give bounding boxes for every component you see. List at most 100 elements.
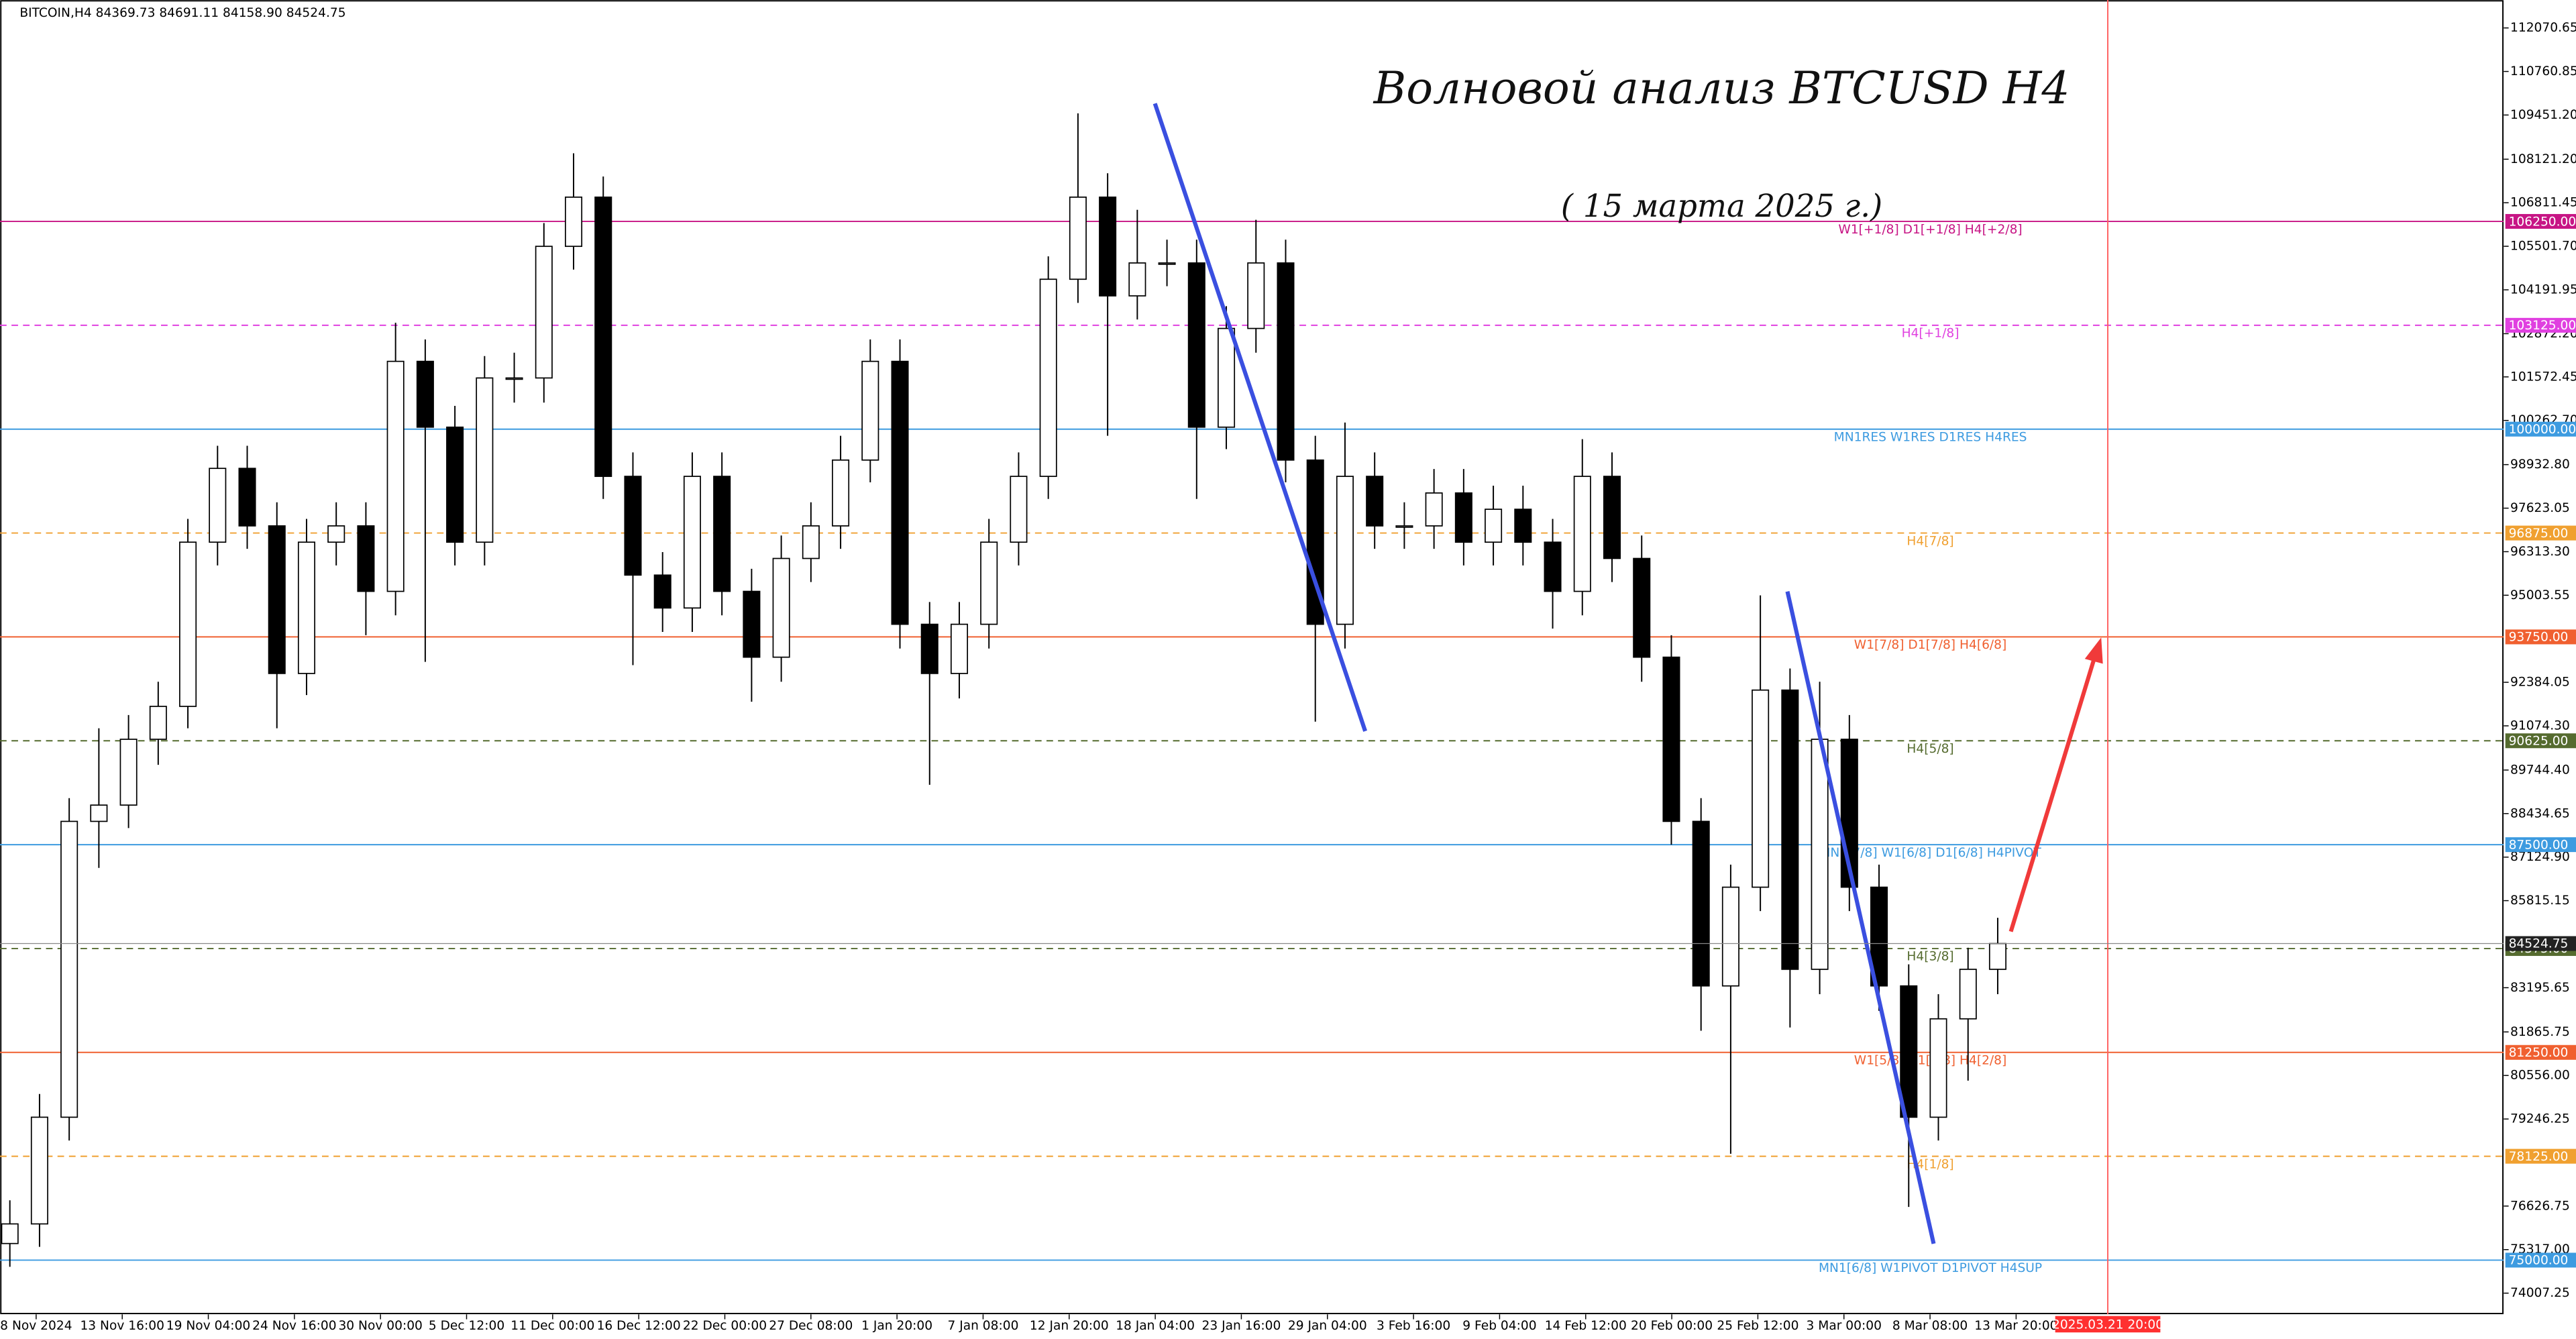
level-price-box bbox=[2505, 525, 2576, 541]
candle-body bbox=[1811, 739, 1829, 970]
chart-title: Волновой анализ BTCUSD H4 bbox=[1373, 62, 2070, 114]
y-tick-label: 109451.20 bbox=[2510, 108, 2576, 122]
x-tick-label: 24 Nov 16:00 bbox=[252, 1319, 336, 1333]
candle-body bbox=[802, 525, 820, 559]
y-tick-label: 108121.20 bbox=[2510, 152, 2576, 166]
candle-body bbox=[1929, 1018, 1947, 1118]
x-tick-label: 13 Nov 16:00 bbox=[80, 1319, 164, 1333]
candle-body bbox=[1187, 262, 1205, 428]
candle-body bbox=[772, 557, 790, 658]
candle-body bbox=[297, 541, 315, 674]
candle-body bbox=[594, 197, 612, 477]
level-price-box bbox=[2505, 837, 2576, 853]
level-price-label: 75000.00 bbox=[2509, 1254, 2569, 1268]
level-price-box bbox=[2505, 317, 2576, 333]
x-tick-label: 9 Feb 04:00 bbox=[1462, 1319, 1536, 1333]
level-label: MN1[7/8] W1[6/8] D1[6/8] H4PIVOT bbox=[1819, 846, 2041, 860]
candle-body bbox=[1158, 262, 1176, 265]
candle-body bbox=[446, 426, 464, 543]
y-tick-label: 76626.75 bbox=[2510, 1199, 2570, 1213]
forecast-arrowhead bbox=[2084, 637, 2103, 664]
x-tick-label: 16 Dec 12:00 bbox=[597, 1319, 681, 1333]
candle-body bbox=[357, 525, 375, 592]
candle-body bbox=[1959, 969, 1977, 1020]
level-label: H4[+1/8] bbox=[1902, 327, 1960, 341]
y-tick-label: 80556.00 bbox=[2510, 1069, 2570, 1083]
level-price-label: 100000.00 bbox=[2509, 423, 2576, 437]
candle-body bbox=[505, 377, 523, 380]
candle-body bbox=[1039, 278, 1057, 477]
x-tick-label: 3 Mar 00:00 bbox=[1807, 1319, 1882, 1333]
candle-body bbox=[386, 360, 405, 592]
x-tick-label: 30 Nov 00:00 bbox=[338, 1319, 422, 1333]
candle-body bbox=[624, 476, 642, 576]
candle-body bbox=[1425, 492, 1443, 527]
candle-body bbox=[920, 623, 938, 674]
level-price-label: 87500.00 bbox=[2509, 838, 2569, 852]
level-price-label: 90625.00 bbox=[2509, 734, 2569, 748]
y-tick-label: 92384.05 bbox=[2510, 676, 2570, 690]
candle-body bbox=[535, 246, 553, 379]
candle-body bbox=[1662, 656, 1680, 822]
candle-body bbox=[476, 377, 494, 543]
y-tick-label: 87124.90 bbox=[2510, 850, 2570, 864]
last-price-label: 84524.75 bbox=[2509, 937, 2569, 951]
candle-body bbox=[209, 468, 227, 543]
level-price-box bbox=[2505, 1252, 2576, 1268]
x-tick-label: 20 Feb 00:00 bbox=[1631, 1319, 1713, 1333]
candle-body bbox=[119, 739, 138, 806]
x-tick-label: 19 Nov 04:00 bbox=[166, 1319, 250, 1333]
candle-body bbox=[1752, 689, 1770, 888]
y-tick-label: 98932.80 bbox=[2510, 458, 2570, 472]
axes: 112070.65 110760.85 109451.20 108121.20 1068… bbox=[0, 21, 2576, 1333]
time-marker-box bbox=[2055, 1316, 2161, 1333]
y-tick-label: 83195.65 bbox=[2510, 981, 2570, 995]
y-tick-label: 106811.45 bbox=[2510, 196, 2576, 210]
level-price-box bbox=[2505, 1045, 2576, 1060]
y-tick-label: 104191.95 bbox=[2510, 283, 2576, 297]
candle-body bbox=[30, 1116, 48, 1225]
candle-body bbox=[1900, 985, 1918, 1118]
level-price-box bbox=[2505, 421, 2576, 437]
plot-frame bbox=[0, 0, 2504, 1315]
candle-body bbox=[891, 360, 909, 625]
x-tick-label: 12 Jan 20:00 bbox=[1030, 1319, 1109, 1333]
candle-body bbox=[743, 590, 761, 658]
x-tick-label: 8 Nov 2024 bbox=[0, 1319, 72, 1333]
level-label: H4[3/8] bbox=[1907, 950, 1953, 964]
y-tick-label: 91074.30 bbox=[2510, 718, 2570, 733]
candle-body bbox=[1218, 327, 1236, 428]
y-tick-label: 88434.65 bbox=[2510, 806, 2570, 820]
candle-body bbox=[1781, 689, 1799, 970]
x-tick-label: 27 Dec 08:00 bbox=[769, 1319, 853, 1333]
level-price-box bbox=[2505, 1148, 2576, 1164]
candle-body bbox=[1485, 508, 1503, 543]
candle-body bbox=[1010, 476, 1028, 543]
candle-body bbox=[1, 1223, 19, 1244]
candle-body bbox=[1336, 476, 1354, 625]
level-label: MN1RES W1RES D1RES H4RES bbox=[1834, 430, 2027, 444]
x-tick-label: 8 Mar 08:00 bbox=[1892, 1319, 1968, 1333]
candle-body bbox=[1395, 525, 1413, 528]
last-price-box bbox=[2505, 936, 2576, 951]
chart-subtitle: ( 15 марта 2025 г.) bbox=[1561, 188, 1882, 224]
level-price-box bbox=[2505, 629, 2576, 645]
y-tick-label: 110760.85 bbox=[2510, 64, 2576, 78]
x-tick-label: 11 Dec 00:00 bbox=[511, 1319, 594, 1333]
wave-trendline bbox=[1152, 103, 1368, 732]
candle-body bbox=[713, 476, 731, 592]
wave-trendline bbox=[1785, 590, 1936, 1244]
x-tick-label: 18 Jan 04:00 bbox=[1116, 1319, 1195, 1333]
candle-body bbox=[268, 525, 286, 674]
candle-body bbox=[327, 525, 345, 543]
candle-body bbox=[1099, 197, 1117, 297]
symbol-header: BITCOIN,H4 84369.73 84691.11 84158.90 84… bbox=[19, 6, 345, 20]
candle-body bbox=[653, 574, 672, 609]
candle-body bbox=[832, 459, 850, 527]
x-tick-label: 23 Jan 16:00 bbox=[1202, 1319, 1281, 1333]
candle-body bbox=[1454, 492, 1472, 543]
candle-body bbox=[950, 623, 969, 674]
